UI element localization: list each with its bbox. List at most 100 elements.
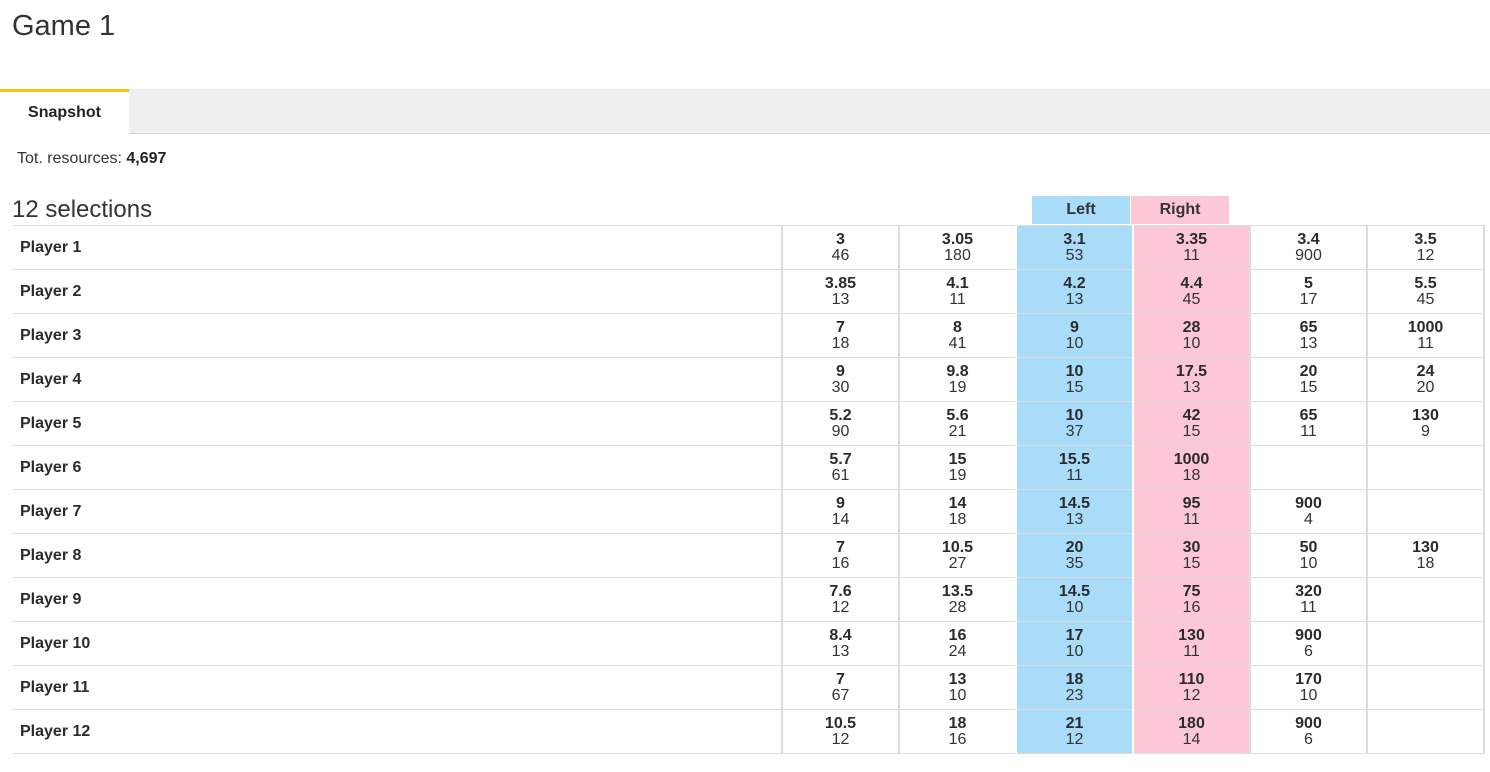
size-value: 30 xyxy=(831,378,850,396)
price-col-right-cell[interactable]: 3.35 11 xyxy=(1132,225,1250,270)
price-col-5-cell[interactable]: 20 15 xyxy=(1249,357,1367,402)
price-col-1-cell[interactable]: 3.85 13 xyxy=(781,269,899,314)
price-col-right-cell[interactable]: 30 15 xyxy=(1132,533,1250,578)
price-col-left-cell[interactable]: 10 37 xyxy=(1015,401,1133,446)
price-col-6-cell[interactable]: 130 18 xyxy=(1366,533,1485,578)
price-value: 1000 xyxy=(1407,318,1444,336)
price-col-5-cell[interactable]: 3.4 900 xyxy=(1249,225,1367,270)
price-value: 8 xyxy=(953,318,962,336)
price-col-6-cell xyxy=(1366,445,1485,490)
player-name: Player 12 xyxy=(12,709,782,754)
player-name: Player 4 xyxy=(12,357,782,402)
price-col-5-cell[interactable]: 900 6 xyxy=(1249,621,1367,666)
price-col-left-cell[interactable]: 9 10 xyxy=(1015,313,1133,358)
price-col-6-cell[interactable]: 130 9 xyxy=(1366,401,1485,446)
size-value: 900 xyxy=(1295,246,1322,264)
price-value: 14.5 xyxy=(1058,582,1091,600)
price-col-6-cell xyxy=(1366,489,1485,534)
size-value: 16 xyxy=(831,554,850,572)
price-col-5-cell[interactable]: 170 10 xyxy=(1249,665,1367,710)
price-col-5-cell[interactable]: 900 4 xyxy=(1249,489,1367,534)
price-col-2-cell[interactable]: 4.1 11 xyxy=(898,269,1016,314)
price-value: 4.1 xyxy=(946,274,969,292)
price-col-left-cell[interactable]: 20 35 xyxy=(1015,533,1133,578)
price-col-6-cell xyxy=(1366,621,1485,666)
price-col-left-cell[interactable]: 17 10 xyxy=(1015,621,1133,666)
price-col-left-cell[interactable]: 4.2 13 xyxy=(1015,269,1133,314)
price-col-2-cell[interactable]: 9.8 19 xyxy=(898,357,1016,402)
price-col-6-cell[interactable]: 5.5 45 xyxy=(1366,269,1485,314)
size-value: 13 xyxy=(831,290,850,308)
price-col-right-cell[interactable]: 95 11 xyxy=(1132,489,1250,534)
size-value: 11 xyxy=(1300,598,1317,616)
size-value: 6 xyxy=(1304,642,1313,660)
price-col-2-cell[interactable]: 13.5 28 xyxy=(898,577,1016,622)
price-value: 65 xyxy=(1299,406,1318,424)
price-col-1-cell[interactable]: 7.6 12 xyxy=(781,577,899,622)
price-col-1-cell[interactable]: 3 46 xyxy=(781,225,899,270)
size-value: 19 xyxy=(948,378,967,396)
size-value: 13 xyxy=(1065,290,1084,308)
price-col-left-cell[interactable]: 3.1 53 xyxy=(1015,225,1133,270)
price-col-right-cell[interactable]: 1000 18 xyxy=(1132,445,1250,490)
price-col-1-cell[interactable]: 9 14 xyxy=(781,489,899,534)
price-col-2-cell[interactable]: 3.05 180 xyxy=(898,225,1016,270)
price-col-2-cell[interactable]: 5.6 21 xyxy=(898,401,1016,446)
price-col-1-cell[interactable]: 7 67 xyxy=(781,665,899,710)
price-col-left-cell[interactable]: 18 23 xyxy=(1015,665,1133,710)
price-col-1-cell[interactable]: 7 18 xyxy=(781,313,899,358)
price-col-left-cell[interactable]: 14.5 10 xyxy=(1015,577,1133,622)
price-col-1-cell[interactable]: 9 30 xyxy=(781,357,899,402)
price-col-left-cell[interactable]: 21 12 xyxy=(1015,709,1133,754)
price-col-2-cell[interactable]: 14 18 xyxy=(898,489,1016,534)
price-col-left-cell[interactable]: 14.5 13 xyxy=(1015,489,1133,534)
price-col-6-cell[interactable]: 24 20 xyxy=(1366,357,1485,402)
player-name: Player 3 xyxy=(12,313,782,358)
player-name: Player 8 xyxy=(12,533,782,578)
price-col-1-cell[interactable]: 5.2 90 xyxy=(781,401,899,446)
size-value: 11 xyxy=(1300,422,1317,440)
price-col-left-cell[interactable]: 15.5 11 xyxy=(1015,445,1133,490)
price-col-6-cell[interactable]: 3.5 12 xyxy=(1366,225,1485,270)
price-col-1-cell[interactable]: 8.4 13 xyxy=(781,621,899,666)
price-col-1-cell[interactable]: 5.7 61 xyxy=(781,445,899,490)
price-col-6-cell[interactable]: 1000 11 xyxy=(1366,313,1485,358)
price-col-2-cell[interactable]: 10.5 27 xyxy=(898,533,1016,578)
price-col-2-cell[interactable]: 15 19 xyxy=(898,445,1016,490)
size-value: 13 xyxy=(831,642,850,660)
price-col-2-cell[interactable]: 18 16 xyxy=(898,709,1016,754)
price-col-right-cell[interactable]: 42 15 xyxy=(1132,401,1250,446)
price-col-5-cell[interactable]: 65 13 xyxy=(1249,313,1367,358)
price-col-2-cell[interactable]: 13 10 xyxy=(898,665,1016,710)
tab-snapshot[interactable]: Snapshot xyxy=(0,89,129,134)
price-col-5-cell[interactable]: 5 17 xyxy=(1249,269,1367,314)
price-value: 50 xyxy=(1299,538,1318,556)
price-col-right-cell[interactable]: 130 11 xyxy=(1132,621,1250,666)
price-value: 10 xyxy=(1065,406,1084,424)
price-col-1-cell[interactable]: 7 16 xyxy=(781,533,899,578)
price-col-1-cell[interactable]: 10.5 12 xyxy=(781,709,899,754)
price-col-6-cell xyxy=(1366,709,1485,754)
price-value: 9 xyxy=(836,494,845,512)
size-value: 23 xyxy=(1065,686,1084,704)
table-row: Player 4 9 30 9.8 19 10 15 17.5 13 20 15 24 20 xyxy=(12,357,1485,402)
price-col-5-cell[interactable]: 50 10 xyxy=(1249,533,1367,578)
left-column-header[interactable]: Left xyxy=(1032,196,1130,224)
price-col-right-cell[interactable]: 180 14 xyxy=(1132,709,1250,754)
size-value: 10 xyxy=(1182,334,1201,352)
size-value: 10 xyxy=(1065,642,1084,660)
price-col-right-cell[interactable]: 28 10 xyxy=(1132,313,1250,358)
price-col-5-cell[interactable]: 320 11 xyxy=(1249,577,1367,622)
price-col-right-cell[interactable]: 110 12 xyxy=(1132,665,1250,710)
price-value: 13.5 xyxy=(941,582,974,600)
price-col-right-cell[interactable]: 75 16 xyxy=(1132,577,1250,622)
size-value: 18 xyxy=(948,510,967,528)
price-col-right-cell[interactable]: 17.5 13 xyxy=(1132,357,1250,402)
price-col-2-cell[interactable]: 8 41 xyxy=(898,313,1016,358)
price-col-right-cell[interactable]: 4.4 45 xyxy=(1132,269,1250,314)
price-col-5-cell[interactable]: 900 6 xyxy=(1249,709,1367,754)
price-col-5-cell[interactable]: 65 11 xyxy=(1249,401,1367,446)
right-column-header[interactable]: Right xyxy=(1131,196,1229,224)
price-col-2-cell[interactable]: 16 24 xyxy=(898,621,1016,666)
price-col-left-cell[interactable]: 10 15 xyxy=(1015,357,1133,402)
